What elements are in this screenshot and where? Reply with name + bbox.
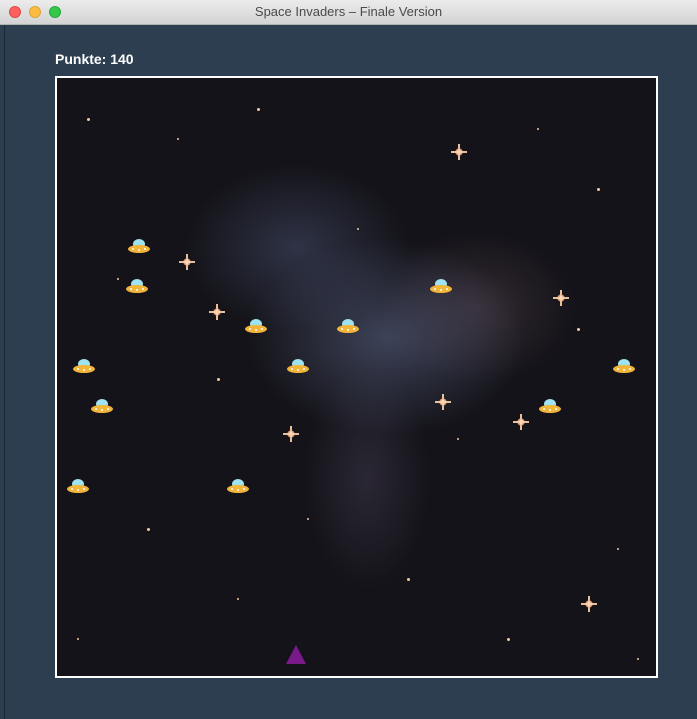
sparkle-star: [451, 144, 467, 160]
window-title: Space Invaders – Finale Version: [254, 4, 443, 19]
sparkle-star: [283, 426, 299, 442]
star: [177, 138, 179, 140]
ufo-icon: [286, 358, 310, 374]
star: [637, 658, 639, 660]
sparkle-star: [553, 290, 569, 306]
sparkle-star: [209, 304, 225, 320]
ufo-icon: [612, 358, 636, 374]
ufo-icon: [127, 238, 151, 254]
maximize-window-button[interactable]: [49, 6, 61, 18]
game-field[interactable]: [55, 76, 658, 678]
star: [147, 528, 150, 531]
star: [87, 118, 90, 121]
star: [537, 128, 539, 130]
star: [597, 188, 600, 191]
star: [507, 638, 510, 641]
ufo-icon: [336, 318, 360, 334]
star: [77, 638, 79, 640]
star: [237, 598, 239, 600]
star: [217, 378, 220, 381]
star: [457, 438, 459, 440]
close-window-button[interactable]: [9, 6, 21, 18]
ufo-icon: [226, 478, 250, 494]
ufo-icon: [90, 398, 114, 414]
star: [257, 108, 260, 111]
star: [407, 578, 410, 581]
sparkle-star: [513, 414, 529, 430]
ufo-icon: [429, 278, 453, 294]
ufo-icon: [72, 358, 96, 374]
minimize-window-button[interactable]: [29, 6, 41, 18]
sparkle-star: [179, 254, 195, 270]
sparkle-star: [581, 596, 597, 612]
star: [117, 278, 119, 280]
ufo-icon: [66, 478, 90, 494]
star: [577, 328, 580, 331]
ufo-icon: [244, 318, 268, 334]
star: [307, 518, 309, 520]
score-label: Punkte: 140: [55, 51, 134, 67]
ufo-icon: [125, 278, 149, 294]
title-bar[interactable]: Space Invaders – Finale Version: [0, 0, 697, 25]
player-ship-icon[interactable]: [286, 645, 306, 664]
ufo-icon: [538, 398, 562, 414]
sparkle-star: [435, 394, 451, 410]
star: [617, 548, 619, 550]
star: [357, 228, 359, 230]
